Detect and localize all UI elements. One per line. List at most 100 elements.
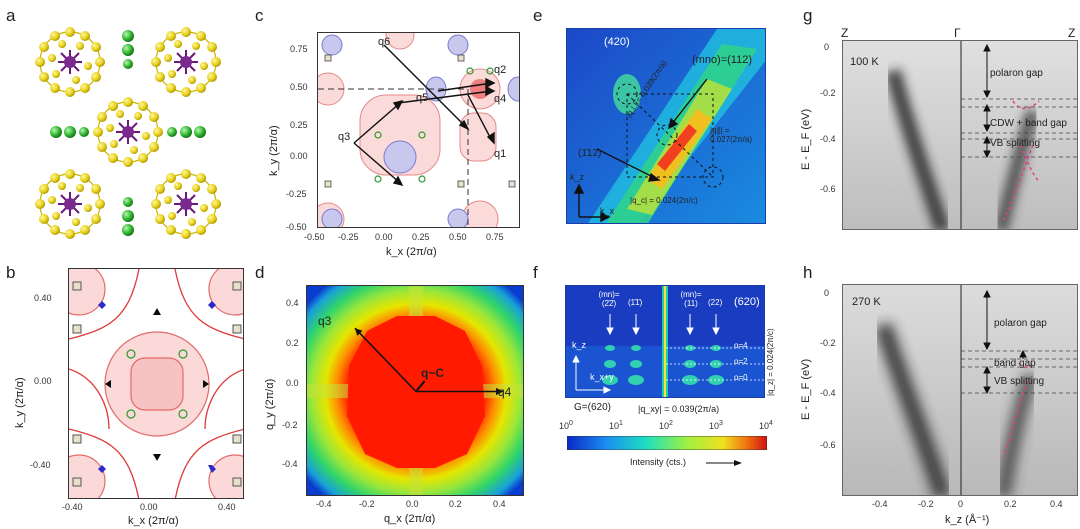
panel-e-bar-index: (1̄12) [578,148,602,159]
panel-c-xtick-6: 0.75 [486,232,504,242]
panel-c-xtick-1: -0.50 [304,232,325,242]
panel-label-d: d [255,263,265,282]
panel-g-top-right: Z [1068,26,1076,40]
panel-b-ytick-1: 0.40 [34,293,52,303]
panel-label-c: c [255,6,264,25]
panel-c-plot-frame [317,32,520,228]
panel-d-ytick-1: 0.4 [286,298,299,308]
panel-f-colorbar-ticks: 100 101 102 103 104 [559,420,773,434]
panel-d-vector-q3: q3 [318,314,332,328]
panel-d-xtick-4: 0.2 [449,499,462,509]
panel-g-annotation-1: polaron gap [990,68,1043,79]
panel-f-diffraction-map [566,286,764,397]
panel-f-plot-frame [565,285,765,398]
panel-f-reflection: (620) [734,296,760,308]
panel-h-plot-frame [842,284,1078,496]
panel-b-fermi-surface [69,269,243,498]
panel-h-ytick-3: -0.4 [820,388,836,398]
panel-c-ytick-5: -0.25 [286,189,307,199]
panel-h-ytick-4: -0.6 [820,440,836,450]
panel-d-ytick-3: 0.0 [286,378,299,388]
panel-f-colorbar-arrow [706,460,742,466]
panel-g-top-left: Z [841,26,849,40]
panel-c-ytick-3: 0.25 [290,120,308,130]
panel-f-kz: k_z [572,340,587,350]
cluster-center [92,96,164,168]
panel-d-xtick-5: 0.4 [493,499,506,509]
colorbar-tick-0: 100 [559,420,573,431]
panel-e-kx: k_x [600,206,615,216]
panel-g-annotation-2: CDW + band gap [990,118,1067,129]
panel-f-mn-4: (22) [708,298,723,307]
panel-label-h: h [803,263,813,282]
panel-c-vector-q3: q3 [338,131,351,143]
panel-f-mn-2: (1̄1̄) [628,298,643,307]
panel-f-colorbar [567,436,767,450]
panel-b-xtick-1: -0.40 [62,502,83,512]
panel-h-ytick-1: 0 [824,288,830,298]
panel-f-qxy: |q_xy| = 0.039(2π/a) [638,404,720,414]
panel-h-xtick-5: 0.4 [1050,499,1063,509]
panel-label-g: g [803,6,813,25]
cluster-top-left [34,26,106,98]
panel-c-xtick-3: 0.00 [375,232,393,242]
panel-c-xtick-5: 0.50 [449,232,467,242]
panel-a-crystal-structure [34,26,222,240]
panel-c-xtick-2: -0.25 [338,232,359,242]
vector-qc [415,380,426,393]
panel-h-arpes-map [843,285,1077,495]
panel-g-arpes-map [843,41,1077,229]
panel-g-ytick-1: 0 [824,42,830,52]
panel-g-annotation-3: VB splitting [990,138,1041,149]
panel-g-temperature: 100 K [850,56,879,68]
panel-g-plot-frame [842,40,1078,230]
panel-h-xtick-2: -0.2 [918,499,934,509]
panel-b-xtick-2: 0.00 [140,502,158,512]
panel-d-ytick-5: -0.4 [282,459,298,469]
cluster-top-right [150,26,222,98]
colorbar-tick-3: 103 [709,420,723,431]
panel-g-ytick-4: -0.6 [820,184,836,194]
panel-c-ytick-4: 0.00 [290,151,308,161]
panel-d-xtick-2: -0.2 [359,499,375,509]
panel-g-ytick-3: -0.4 [820,134,836,144]
panel-e-q-c: |q_c| = 0.024(2π/c) [630,196,698,205]
panel-h-annotation-3: VB splitting [994,376,1045,387]
panel-g-ylabel: E - E_F (eV) [800,108,812,170]
panel-f-colorbar-label: Intensity (cts.) [630,457,687,467]
panel-f-o2: o=2 [734,357,748,366]
panel-d-xtick-1: -0.4 [316,499,332,509]
panel-f-kxy: k_x+y [590,372,614,382]
colorbar-tick-4: 104 [759,420,773,431]
panel-b-xtick-3: 0.40 [218,502,236,512]
panel-c-xlabel: k_x (2π/α) [386,246,437,258]
panel-f-mn-1: (mn)= (2̄2̄) [598,290,620,308]
panel-h-xtick-4: 0.2 [1004,499,1017,509]
colorbar-tick-2: 102 [659,420,673,431]
panel-label-f: f [533,263,538,282]
panel-d-plot-frame [306,285,524,496]
panel-e-kz: k_z [570,172,585,182]
panel-d-xlabel: q_x (2π/α) [384,513,436,525]
panel-b-xlabel: k_x (2π/α) [128,515,179,527]
panel-d-vectors [354,327,504,396]
panel-label-a: a [6,6,16,25]
panel-c-vector-q4: q4 [494,93,507,105]
panel-c-fermi-surface [318,33,519,227]
panel-g-top-mid: Γ [954,26,961,40]
panel-c-ylabel: k_y (2π/α) [268,125,280,176]
vector-head-q3 [354,328,363,336]
panel-h-annotation-1: polaron gap [994,318,1047,329]
cluster-bottom-left [34,168,106,240]
panel-h-ylabel: E - E_F (eV) [800,358,812,420]
vector-head-q4 [496,387,504,396]
panel-c-ytick-6: -0.50 [286,222,307,232]
panel-g-ytick-2: -0.2 [820,88,836,98]
panel-f-G: G=(620) [574,402,611,413]
panel-e-mno: (mno)=(112) [692,54,753,66]
vector-q3 [354,327,417,393]
panel-h-ytick-2: -0.2 [820,338,836,348]
panel-f-mn-3: (mn)= (11) [680,290,702,308]
panel-e-q-par: |q∥| = 0.027(2π/a) [710,126,752,144]
panel-e-plot-frame [566,28,766,224]
